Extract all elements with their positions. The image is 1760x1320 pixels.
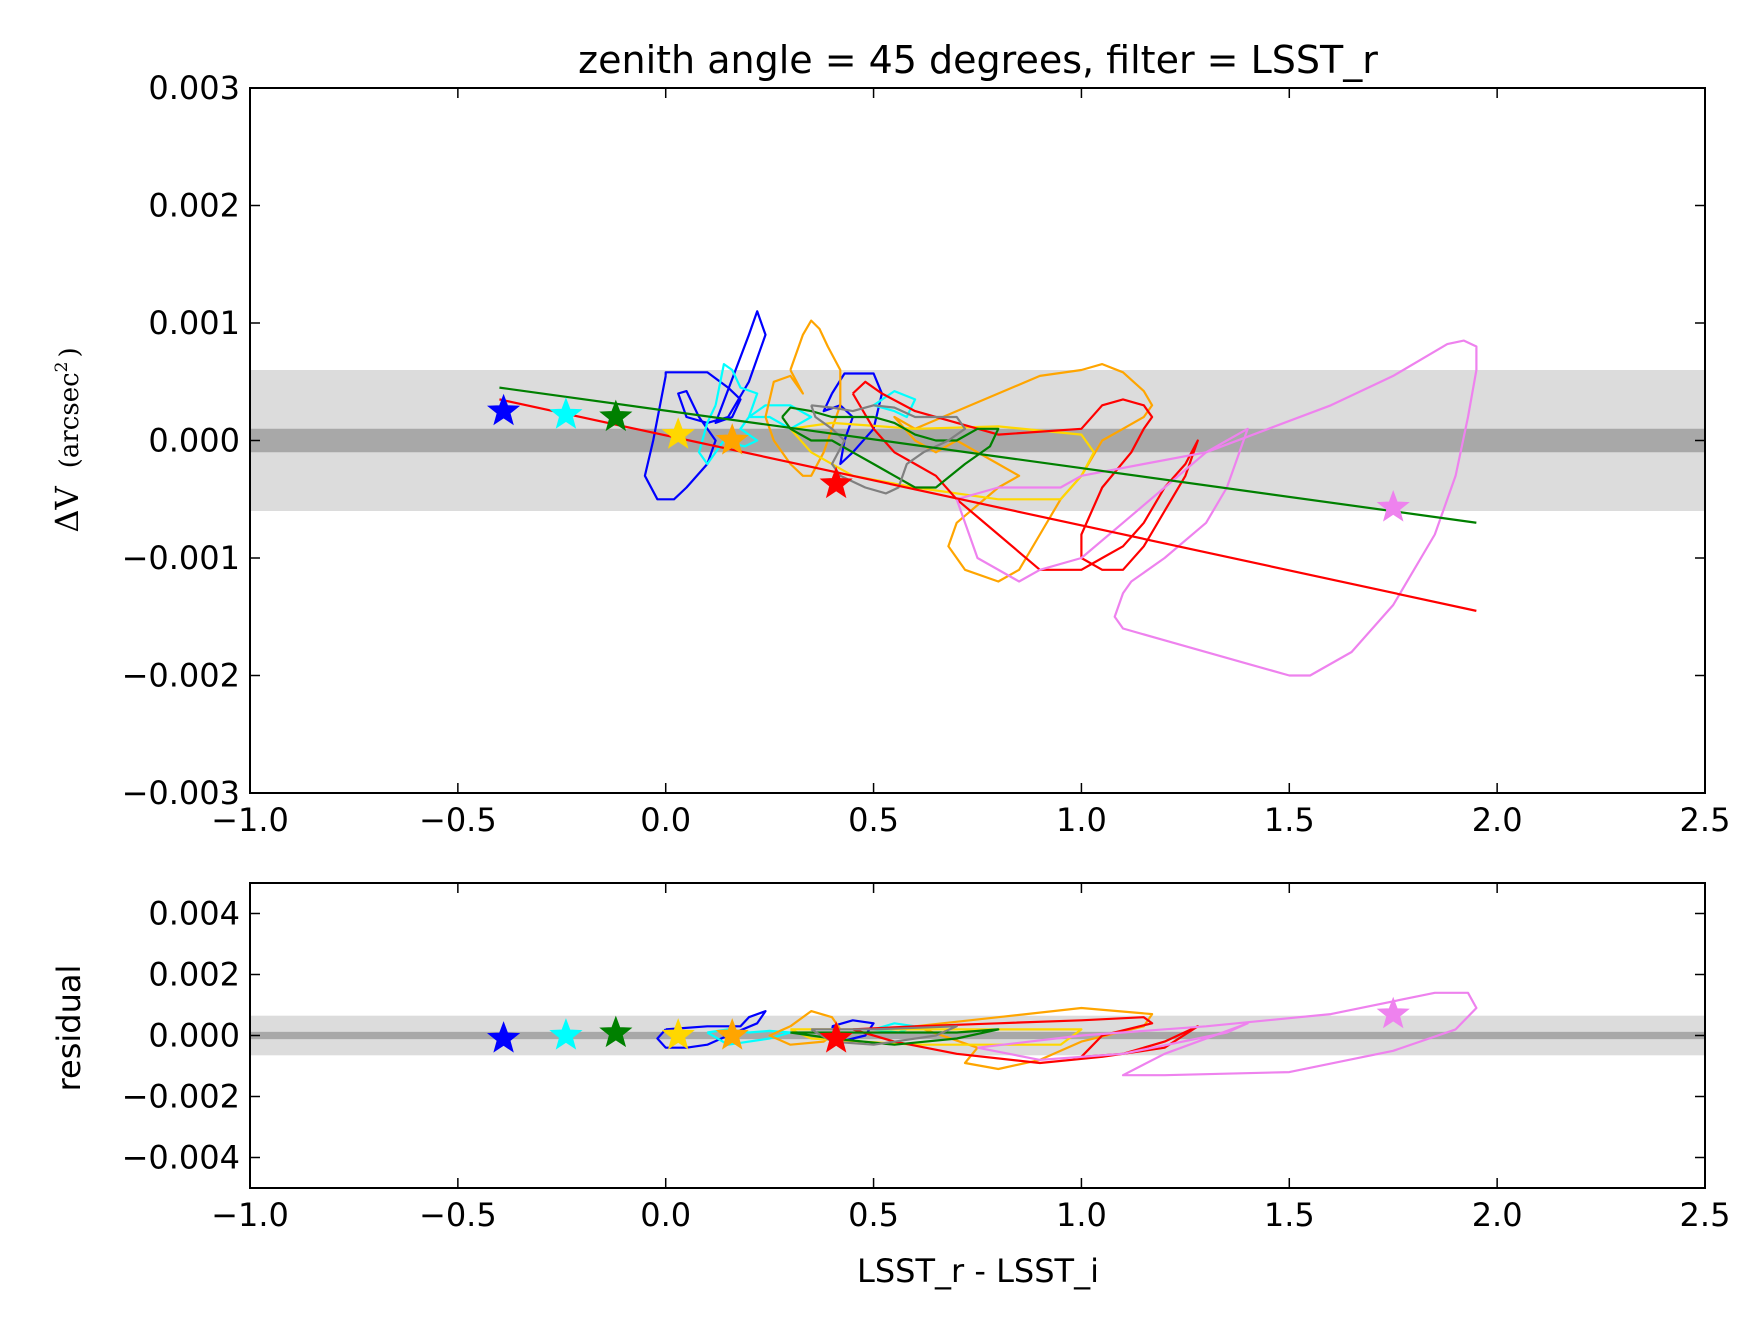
top-x-tick-label-3: 0.5: [848, 801, 899, 839]
top-fit-line-0: [499, 386, 1477, 524]
top-x-tick-label-2: 0.0: [640, 801, 691, 839]
top-series-8: [781, 406, 1000, 489]
bottom-panel: −1.0 −0.5 0.0 0.5 1.0 1.5 2.0 2.5 −0.004 −0.002 0.…: [122, 882, 1731, 1234]
top-y-tick-label-5: 0.002: [148, 187, 240, 225]
bottom-star-marker-0: [487, 1021, 521, 1053]
bottom-x-tick-label-2: 0.0: [640, 1196, 691, 1234]
top-band-1: [250, 428, 1705, 453]
bottom-series-10: [977, 991, 1478, 1077]
top-plot-area: [250, 310, 1705, 677]
top-y-axis-label-unit-close: ): [55, 347, 85, 357]
bottom-y-tick-label-4: 0.004: [148, 895, 240, 933]
bottom-x-tick-label-7: 2.5: [1680, 1196, 1731, 1234]
bottom-y-tick-label-2: 0.000: [148, 1017, 240, 1055]
top-x-tick-label-6: 2.0: [1472, 801, 1523, 839]
bottom-y-tick-label-1: −0.002: [122, 1078, 240, 1116]
bottom-x-tick-label-4: 1.0: [1056, 1196, 1107, 1234]
top-x-tick-label-0: −1.0: [211, 801, 289, 839]
top-y-axis-label-symbol: ΔV: [48, 486, 86, 533]
top-series-9: [810, 404, 967, 495]
bottom-band-1: [250, 1031, 1705, 1040]
top-y-tick-label-0: −0.003: [122, 774, 240, 812]
bottom-x-axis-label: LSST_r - LSST_i: [857, 1252, 1099, 1290]
top-x-tick-label-4: 1.0: [1056, 801, 1107, 839]
top-series-2: [697, 363, 813, 466]
bottom-star-marker-4: [715, 1018, 749, 1050]
top-y-axis-label-unit-exponent: 2: [52, 362, 72, 373]
bottom-x-tick-label-1: −0.5: [419, 1196, 497, 1234]
top-y-tick-label-2: −0.001: [122, 539, 240, 577]
bottom-star-marker-1: [549, 1018, 583, 1050]
bottom-star-marker-3: [661, 1018, 695, 1050]
top-y-tick-label-4: 0.001: [148, 304, 240, 342]
top-star-marker-0: [487, 393, 521, 426]
bottom-star-marker-2: [599, 1015, 633, 1048]
top-y-tick-label-3: 0.000: [148, 422, 240, 460]
bottom-series-6: [789, 1028, 1083, 1046]
top-x-tick-label-1: −0.5: [419, 801, 497, 839]
bottom-y-tick-label-0: −0.004: [122, 1139, 240, 1177]
top-y-axis-label: ΔV (arcsec2): [48, 347, 86, 532]
bottom-series-5: [914, 1006, 1154, 1071]
bottom-x-tick-label-5: 1.5: [1264, 1196, 1315, 1234]
chart-title: zenith angle = 45 degrees, filter = LSST…: [578, 38, 1378, 82]
top-series-7: [851, 380, 1199, 571]
top-series-4: [764, 319, 842, 477]
bottom-x-tick-label-0: −1.0: [211, 1196, 289, 1234]
top-series-10: [955, 339, 1478, 677]
bottom-star-marker-5: [819, 1021, 853, 1053]
top-fit-line-1: [499, 398, 1477, 612]
bottom-y-tick-label-3: 0.002: [148, 956, 240, 994]
top-series-1: [822, 372, 884, 466]
bottom-star-marker-6: [1376, 996, 1410, 1029]
bottom-plot-area: [250, 991, 1705, 1077]
top-star-marker-1: [549, 397, 583, 429]
bottom-x-tick-label-6: 2.0: [1472, 1196, 1523, 1234]
top-star-marker-5: [819, 466, 853, 499]
bottom-x-tick-label-3: 0.5: [848, 1196, 899, 1234]
top-star-marker-6: [1376, 490, 1410, 522]
top-series-5: [893, 363, 1154, 583]
top-star-marker-2: [599, 399, 633, 432]
top-y-tick-label-1: −0.002: [122, 657, 240, 695]
top-y-axis-label-unit: (arcsec: [55, 372, 85, 468]
bottom-y-axis-label: residual: [50, 965, 88, 1092]
top-panel: −1.0 −0.5 0.0 0.5 1.0 1.5 2.0 2.5 −0.003 −0.002 −0…: [122, 69, 1731, 839]
top-y-tick-label-6: 0.003: [148, 69, 240, 107]
top-x-tick-label-5: 1.5: [1264, 801, 1315, 839]
top-star-marker-3: [661, 417, 695, 449]
top-star-marker-4: [715, 423, 749, 455]
top-x-tick-label-7: 2.5: [1680, 801, 1731, 839]
